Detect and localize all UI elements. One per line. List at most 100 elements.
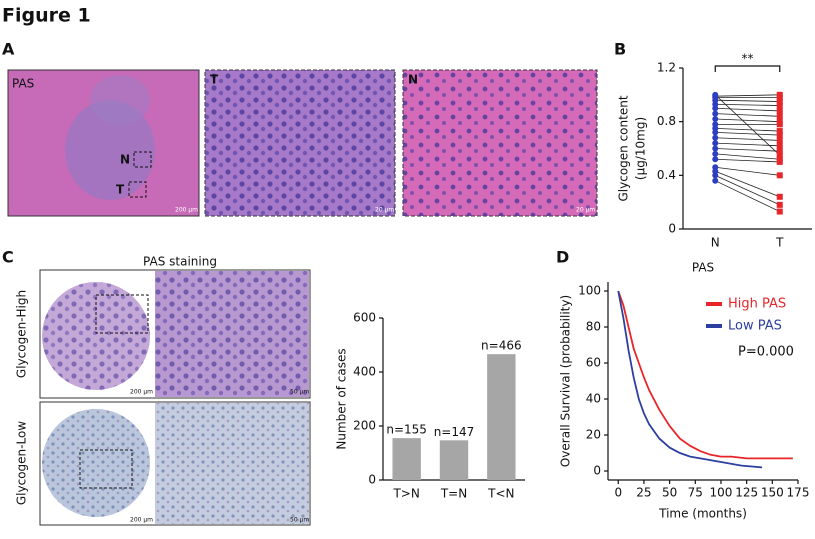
- y-tick-label: 1.2: [657, 61, 676, 75]
- stain-label: PAS: [12, 77, 34, 91]
- point: [776, 142, 783, 149]
- panel-label: D: [556, 248, 569, 267]
- y-tick-label: 80: [586, 320, 601, 334]
- pair-line: [715, 118, 780, 123]
- point: [712, 172, 719, 179]
- pair-line: [715, 113, 780, 117]
- point: [776, 148, 783, 155]
- point: [776, 152, 783, 159]
- y-tick-label: 600: [353, 311, 376, 325]
- y-tick-label: 200: [353, 419, 376, 433]
- roi-label: N: [120, 153, 130, 167]
- pair-line: [715, 158, 780, 163]
- point: [712, 105, 719, 112]
- point: [776, 193, 783, 200]
- point: [712, 150, 719, 157]
- images-title: PAS staining: [143, 255, 217, 269]
- point: [776, 201, 783, 208]
- y-tick-label: 0: [593, 464, 601, 478]
- legend-label: High PAS: [728, 297, 786, 312]
- point: [776, 107, 783, 114]
- point: [712, 129, 719, 136]
- panel-label: A: [2, 40, 15, 59]
- pair-line: [715, 180, 780, 212]
- y-tick-label: 0: [368, 473, 376, 487]
- pair-line: [715, 166, 780, 176]
- x-tick-label: 125: [735, 486, 758, 500]
- scale-bar: 50 μm: [290, 517, 309, 524]
- y-tick-label: 0.8: [657, 114, 676, 128]
- y-tick-label: 20: [586, 428, 601, 442]
- bar: [487, 354, 516, 480]
- pair-line: [715, 99, 780, 102]
- figure-title: Figure 1: [2, 5, 91, 27]
- x-tick-label: 175: [787, 486, 810, 500]
- roi-box: [128, 181, 147, 198]
- x-tick-label: T<N: [487, 487, 514, 501]
- pair-line: [715, 174, 780, 206]
- y-tick-label: 0: [668, 222, 676, 236]
- y-axis-label: Glycogen content: [617, 95, 631, 201]
- significance: **: [742, 52, 754, 66]
- pair-line: [715, 132, 780, 136]
- roi-label: T: [116, 183, 125, 197]
- value-label: n=155: [386, 423, 427, 437]
- point: [712, 177, 719, 184]
- pair-line: [715, 94, 780, 97]
- row-label: Glycogen-Low: [15, 421, 29, 505]
- y-tick-label: 60: [586, 356, 601, 370]
- y-axis-label: Number of cases: [335, 348, 349, 449]
- x-tick-label: 100: [710, 486, 733, 500]
- histology-texture: [155, 403, 309, 524]
- pair-line: [715, 127, 780, 132]
- survival-curve: [617, 290, 793, 460]
- row-label: Glycogen-High: [15, 290, 29, 378]
- pair-line: [715, 107, 780, 112]
- value-label: n=147: [434, 425, 475, 439]
- x-tick-label: 150: [761, 486, 784, 500]
- point: [776, 102, 783, 109]
- bar: [439, 440, 469, 480]
- point: [776, 128, 783, 135]
- point: [712, 134, 719, 141]
- roi-box: [95, 294, 149, 334]
- y-tick-label: 400: [353, 365, 376, 379]
- pair-line: [714, 94, 781, 156]
- point: [776, 208, 783, 215]
- point: [712, 115, 719, 122]
- x-tick-label: N: [711, 236, 720, 250]
- point: [776, 98, 783, 105]
- x-tick-label: 50: [662, 486, 677, 500]
- y-axis-label: (μg/10mg): [634, 117, 648, 180]
- point: [712, 145, 719, 152]
- tissue-region: [90, 75, 150, 125]
- point: [776, 172, 783, 179]
- roi-box: [79, 449, 133, 489]
- scale-bar: 200 μm: [175, 207, 198, 214]
- survival-curve: [617, 290, 763, 469]
- histology-texture: [403, 70, 597, 216]
- x-axis-label: Time (months): [658, 507, 747, 521]
- point: [776, 113, 783, 120]
- inset-label: T: [210, 73, 219, 87]
- roi-box: [133, 151, 152, 168]
- point: [776, 121, 783, 128]
- scale-bar: 20 μm: [375, 207, 394, 214]
- significance-bracket: [714, 65, 781, 72]
- panel-label: B: [614, 40, 626, 59]
- x-tick-label: T=N: [440, 487, 467, 501]
- scale-bar: 200 μm: [130, 517, 153, 524]
- point: [712, 156, 719, 163]
- pair-line: [715, 142, 780, 147]
- bar: [392, 438, 421, 480]
- x-tick-label: 0: [614, 486, 622, 500]
- point: [712, 110, 719, 117]
- point: [776, 137, 783, 144]
- tissue-region: [65, 100, 155, 200]
- chart-title: PAS: [692, 261, 714, 275]
- point: [776, 132, 783, 139]
- tissue-texture: [42, 282, 150, 390]
- scale-bar: 200 μm: [130, 389, 153, 396]
- annotation: P=0.000: [738, 345, 794, 360]
- x-tick-label: T>N: [392, 487, 419, 501]
